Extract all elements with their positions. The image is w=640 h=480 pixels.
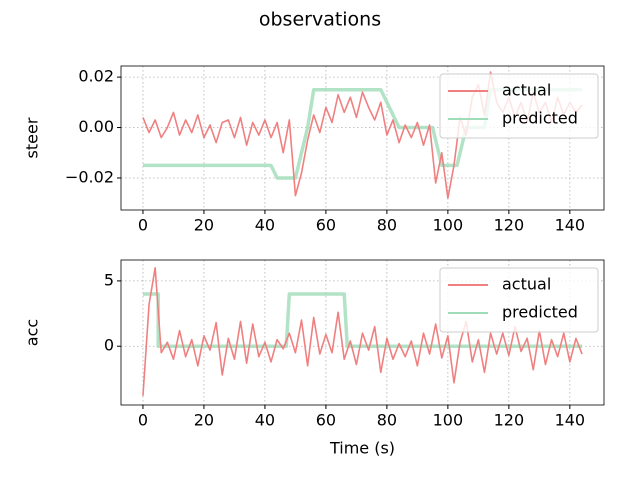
legend-label: predicted bbox=[502, 303, 578, 322]
series-line bbox=[142, 267, 583, 396]
y-tick-label: −0.02 bbox=[65, 167, 114, 186]
legend-label: actual bbox=[502, 275, 551, 294]
x-tick-label: 140 bbox=[555, 216, 586, 235]
x-tick-label: 120 bbox=[494, 411, 525, 430]
x-tick-label: 40 bbox=[255, 411, 275, 430]
y-tick-label: 5 bbox=[104, 270, 114, 289]
x-tick-label: 40 bbox=[255, 216, 275, 235]
y-axis-label: acc bbox=[23, 319, 42, 346]
x-tick-label: 100 bbox=[433, 216, 464, 235]
x-tick-label: 100 bbox=[433, 411, 464, 430]
y-axis-label: steer bbox=[23, 117, 42, 158]
legend-label: predicted bbox=[502, 109, 578, 128]
y-tick-label: 0.02 bbox=[78, 67, 114, 86]
x-tick-label: 80 bbox=[377, 411, 397, 430]
x-tick-label: 20 bbox=[194, 216, 214, 235]
x-axis-label: Time (s) bbox=[329, 439, 395, 458]
x-tick-label: 20 bbox=[194, 411, 214, 430]
x-tick-label: 80 bbox=[377, 216, 397, 235]
x-tick-label: 0 bbox=[138, 216, 148, 235]
x-tick-label: 0 bbox=[138, 411, 148, 430]
axes-frame bbox=[120, 259, 605, 406]
x-tick-label: 60 bbox=[316, 216, 336, 235]
legend-label: actual bbox=[502, 81, 551, 100]
figure-title: observations bbox=[259, 9, 381, 31]
axes-frame bbox=[120, 65, 605, 211]
x-tick-label: 120 bbox=[494, 216, 525, 235]
y-tick-label: 0.00 bbox=[78, 117, 114, 136]
plot-area bbox=[142, 267, 583, 396]
x-tick-label: 140 bbox=[555, 411, 586, 430]
x-tick-label: 60 bbox=[316, 411, 336, 430]
y-tick-label: 0 bbox=[104, 336, 114, 355]
